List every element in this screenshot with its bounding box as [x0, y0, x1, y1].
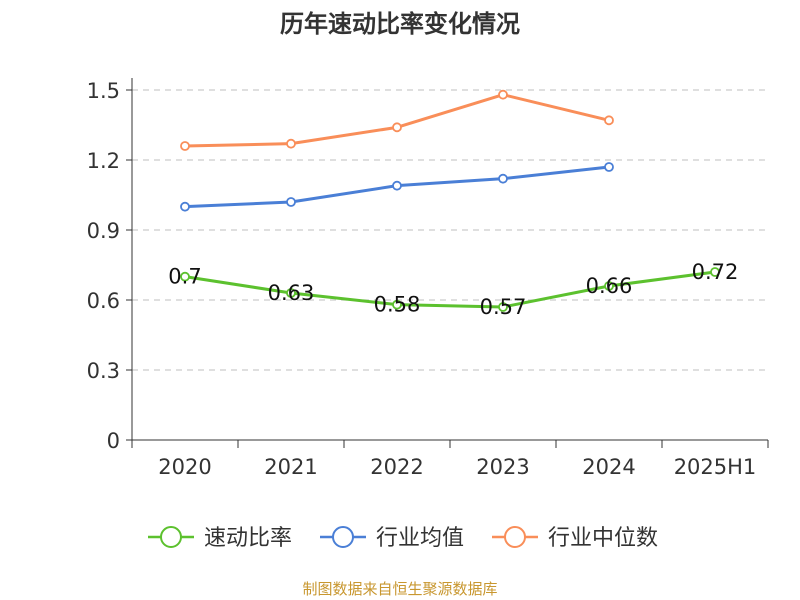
y-tick-label: 0.9 — [87, 219, 120, 243]
x-tick-label: 2024 — [582, 455, 635, 479]
x-tick-label: 2021 — [264, 455, 317, 479]
data-point — [604, 115, 614, 126]
data-point — [604, 162, 614, 172]
legend-label: 行业中位数 — [548, 526, 658, 551]
x-tick-label: 2022 — [370, 455, 423, 479]
series-line — [184, 93, 610, 148]
data-point — [392, 122, 402, 133]
y-tick-label: 1.5 — [87, 79, 120, 103]
data-point — [710, 267, 720, 277]
data-point — [180, 141, 190, 151]
y-tick-label: 0.3 — [87, 359, 120, 383]
data-label: 0.57 — [480, 295, 527, 319]
legend-marker — [504, 526, 526, 548]
data-label: 0.63 — [268, 281, 315, 305]
grid-lines — [132, 89, 768, 371]
data-labels: 0.7 0.63 0.58 0.57 0.66 0.72 — [168, 260, 738, 319]
data-label: 0.7 — [168, 265, 201, 289]
data-point — [286, 197, 296, 207]
x-tick-label: 2020 — [158, 455, 211, 479]
chart-title: 历年速动比率变化情况 — [280, 10, 520, 38]
data-point — [498, 173, 508, 184]
y-tick-label: 0 — [107, 429, 120, 453]
data-point — [286, 288, 296, 298]
series — [180, 89, 720, 312]
data-point — [180, 201, 190, 212]
legend-label: 行业均值 — [376, 526, 464, 551]
data-label: 0.66 — [586, 274, 633, 298]
data-label: 0.72 — [692, 260, 739, 284]
legend-label: 速动比率 — [204, 526, 292, 551]
data-point — [498, 302, 508, 312]
data-point — [286, 138, 296, 149]
y-tick-label: 1.2 — [87, 149, 120, 173]
legend-item[interactable]: 速动比率 — [148, 526, 292, 551]
legend-marker — [332, 526, 354, 548]
legend-item[interactable]: 行业中位数 — [492, 526, 658, 551]
data-point — [392, 180, 402, 191]
data-point — [604, 281, 614, 291]
data-point — [498, 89, 508, 100]
x-tick-label: 2025H1 — [674, 455, 757, 479]
data-point — [392, 299, 402, 310]
source-note: 制图数据来自恒生聚源数据库 — [302, 580, 498, 598]
legend-marker — [160, 526, 182, 548]
series-line — [184, 270, 716, 309]
x-tick-label: 2023 — [476, 455, 529, 479]
data-point — [180, 271, 190, 282]
legend-item[interactable]: 行业均值 — [320, 526, 464, 551]
axes: 0 0.3 0.6 0.9 1.2 1.5 2020 2021 2022 2023 2024 2025… — [87, 78, 769, 479]
legend[interactable]: 速动比率 行业均值 行业中位数 — [148, 526, 658, 551]
y-tick-label: 0.6 — [87, 289, 120, 313]
data-label: 0.58 — [374, 293, 421, 317]
